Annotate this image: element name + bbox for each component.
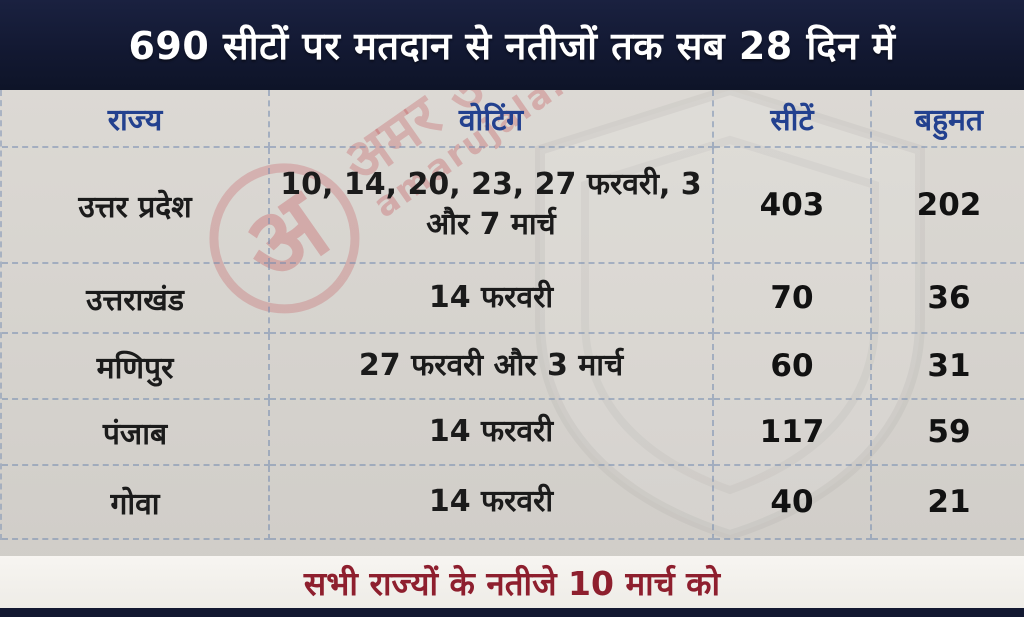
column-header-voting: वोटिंग: [270, 90, 714, 148]
table-row-majority: 21: [872, 466, 1024, 540]
shield-watermark-icon: [520, 90, 940, 544]
table-row-state: उत्तर प्रदेश: [2, 148, 270, 264]
table-row-state: मणिपुर: [2, 334, 270, 400]
table-row-voting: 14 फरवरी: [270, 466, 714, 540]
table-row-seats: 60: [714, 334, 872, 400]
column-header-majority: बहुमत: [872, 90, 1024, 148]
bottom-strip: [0, 608, 1024, 617]
table-row-majority: 59: [872, 400, 1024, 466]
table-row-majority: 202: [872, 148, 1024, 264]
table-row-voting: 27 फरवरी और 3 मार्च: [270, 334, 714, 400]
table-row-seats: 70: [714, 264, 872, 334]
table-row-seats: 40: [714, 466, 872, 540]
election-table: राज्य वोटिंग सीटें बहुमत उत्तर प्रदेश 10…: [0, 90, 1024, 540]
table-row-voting: 14 फरवरी: [270, 264, 714, 334]
table-row-seats: 117: [714, 400, 872, 466]
table-row-seats: 403: [714, 148, 872, 264]
table-row-state: गोवा: [2, 466, 270, 540]
table-row-majority: 36: [872, 264, 1024, 334]
table-row-majority: 31: [872, 334, 1024, 400]
table-row-state: उत्तराखंड: [2, 264, 270, 334]
column-header-state: राज्य: [2, 90, 270, 148]
page-title: 690 सीटों पर मतदान से नतीजों तक सब 28 दि…: [128, 24, 896, 68]
footer-note: सभी राज्यों के नतीजे 10 मार्च को: [303, 563, 721, 603]
table-area: अ अमर उजाला amarujala.com राज्य वोटिंग स…: [0, 90, 1024, 556]
footer-bar: सभी राज्यों के नतीजे 10 मार्च को: [0, 556, 1024, 608]
table-row-voting: 10, 14, 20, 23, 27 फरवरी, 3 और 7 मार्च: [270, 148, 714, 264]
title-bar: 690 सीटों पर मतदान से नतीजों तक सब 28 दि…: [0, 0, 1024, 90]
table-row-voting: 14 फरवरी: [270, 400, 714, 466]
column-header-seats: सीटें: [714, 90, 872, 148]
table-row-state: पंजाब: [2, 400, 270, 466]
